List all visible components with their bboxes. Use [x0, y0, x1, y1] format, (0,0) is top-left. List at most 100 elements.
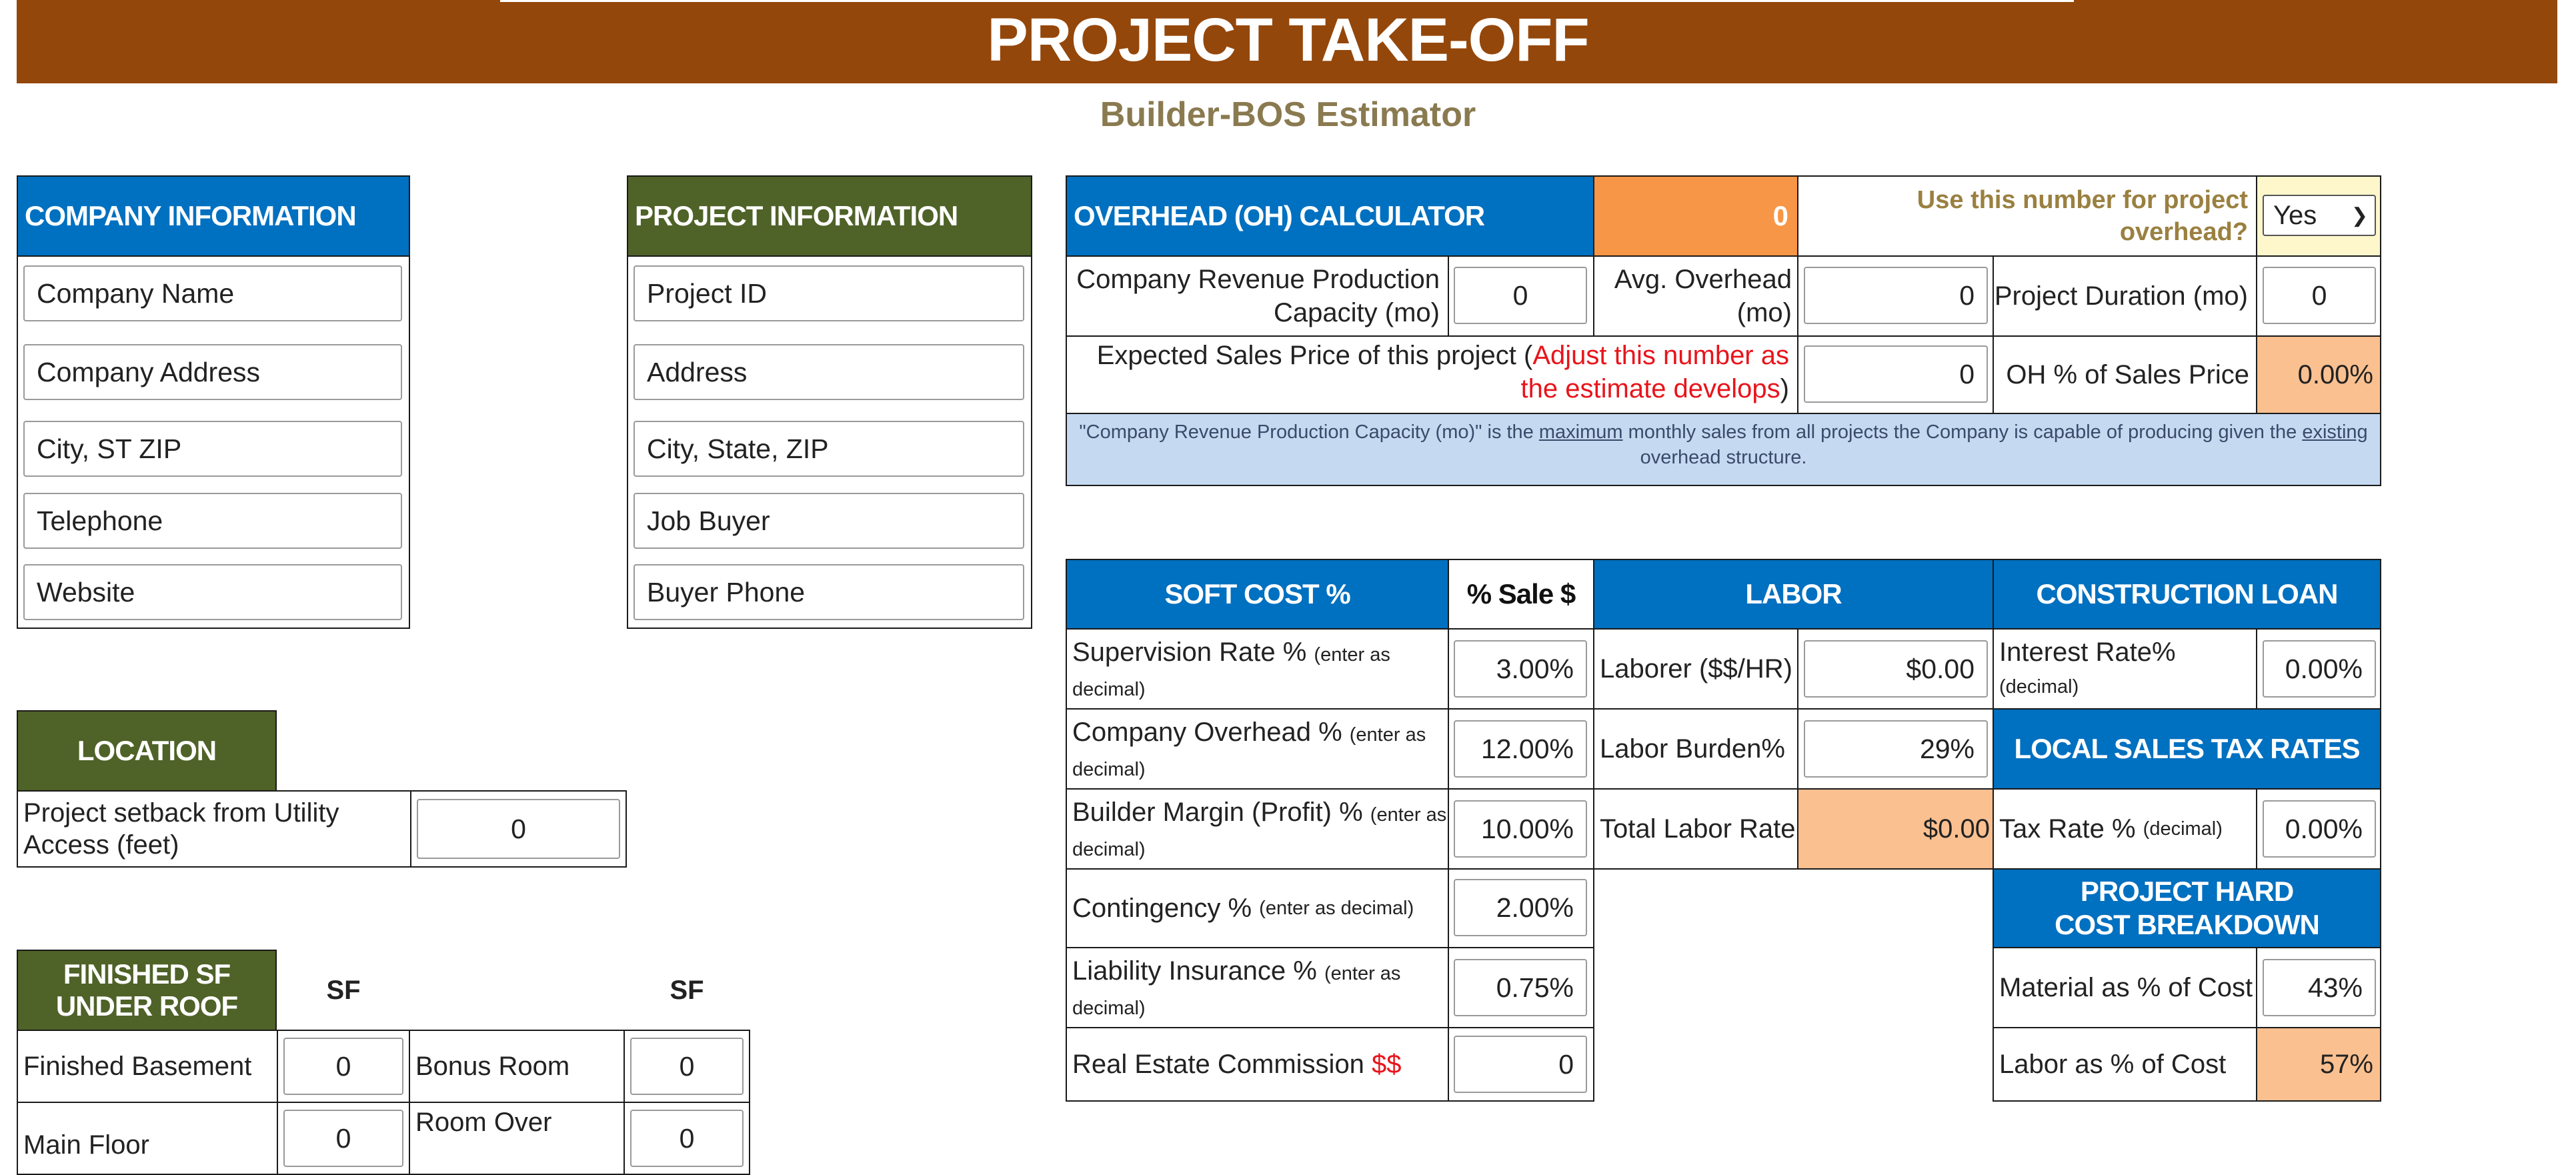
material-pct-input[interactable]: 43% — [2263, 959, 2376, 1016]
hard-cost-header: PROJECT HARD COST BREAKDOWN — [1993, 868, 2381, 948]
oh-percent-label: OH % of Sales Price — [1993, 335, 2257, 414]
local-sales-tax-header: LOCAL SALES TAX RATES — [1993, 708, 2381, 790]
overhead-total: 0 — [1593, 175, 1798, 257]
sale-pct-header: % Sale $ — [1448, 559, 1594, 630]
chevron-down-icon: ❯ — [2351, 204, 2368, 227]
labor-burden-input[interactable]: 29% — [1804, 720, 1988, 778]
company-website-field[interactable]: Website — [23, 564, 402, 620]
supervision-rate-text: Supervision Rate % — [1072, 638, 1314, 667]
location-header: LOCATION — [17, 710, 277, 792]
oh-percent-value: 0.00% — [2256, 335, 2381, 414]
labor-pct-value: 57% — [2256, 1027, 2381, 1102]
builder-margin-label: Builder Margin (Profit) % (enter as deci… — [1066, 788, 1449, 870]
labor-title: LABOR — [1745, 578, 1842, 610]
sales-price-note: Adjust this number as the estimate devel… — [1520, 341, 1789, 403]
company-address-field[interactable]: Company Address — [23, 344, 402, 400]
real-estate-commission-label: Real Estate Commission $$ — [1066, 1027, 1449, 1102]
bonus-room-input[interactable]: 0 — [630, 1038, 744, 1095]
setback-label: Project setback from Utility Access (fee… — [17, 790, 411, 868]
project-info-header: PROJECT INFORMATION — [627, 175, 1032, 257]
note-existing: existing — [2302, 421, 2368, 443]
sale-pct-title: % Sale $ — [1466, 578, 1576, 610]
tax-rate-hint: (decimal) — [2143, 818, 2223, 840]
hard-cost-title: PROJECT HARD COST BREAKDOWN — [2055, 876, 2320, 940]
finished-basement-label: Finished Basement — [17, 1030, 278, 1103]
location-title: LOCATION — [77, 735, 217, 766]
builder-margin-hint: (enter as decimal) — [1072, 804, 1447, 860]
note-text-1: "Company Revenue Production Capacity (mo… — [1079, 421, 1539, 443]
note-text-3: overhead structure. — [1640, 447, 1807, 468]
use-overhead-value: Yes — [2273, 200, 2317, 230]
finished-sf-title: FINISHED SF UNDER ROOF — [55, 958, 238, 1022]
overhead-total-value: 0 — [1772, 200, 1788, 231]
company-name-field[interactable]: Company Name — [23, 265, 402, 321]
revenue-capacity-input[interactable]: 0 — [1454, 267, 1587, 324]
contingency-input[interactable]: 2.00% — [1454, 879, 1587, 936]
main-floor-input[interactable]: 0 — [283, 1110, 403, 1167]
total-labor-rate-value: $0.00 — [1797, 788, 1994, 870]
avg-overhead-input[interactable]: 0 — [1804, 267, 1988, 324]
sales-price-label-end: ) — [1780, 374, 1789, 403]
liability-insurance-hint: (enter as decimal) — [1072, 963, 1401, 1019]
buyer-phone-field[interactable]: Buyer Phone — [633, 564, 1024, 620]
project-city-field[interactable]: City, State, ZIP — [633, 421, 1024, 477]
project-duration-label: Project Duration (mo) — [1993, 255, 2257, 337]
banner-top-line — [500, 0, 2074, 2]
use-overhead-label: Use this number for project overhead? — [1797, 175, 2257, 257]
laborer-rate-input[interactable]: $0.00 — [1804, 640, 1988, 698]
supervision-rate-hint: (enter as decimal) — [1072, 644, 1390, 700]
tax-rate-label: Tax Rate % (decimal) — [1993, 788, 2257, 870]
page-title: PROJECT TAKE-OFF — [987, 6, 1589, 74]
company-info-header: COMPANY INFORMATION — [17, 175, 410, 257]
sales-price-input[interactable]: 0 — [1804, 345, 1988, 403]
company-info-title: COMPANY INFORMATION — [25, 200, 357, 231]
job-buyer-field[interactable]: Job Buyer — [633, 493, 1024, 549]
real-estate-commission-hint: $$ — [1372, 1050, 1402, 1079]
finished-basement-input[interactable]: 0 — [283, 1038, 403, 1095]
overhead-note: "Company Revenue Production Capacity (mo… — [1066, 413, 2381, 486]
laborer-rate-label: Laborer ($$/HR) — [1593, 628, 1798, 710]
avg-overhead-label: Avg. Overhead (mo) — [1593, 255, 1798, 337]
interest-rate-input[interactable]: 0.00% — [2263, 640, 2376, 698]
interest-rate-text: Interest Rate% — [1999, 638, 2176, 667]
soft-cost-header: SOFT COST % — [1066, 559, 1449, 630]
material-pct-label: Material as % of Cost — [1993, 947, 2257, 1028]
project-id-field[interactable]: Project ID — [633, 265, 1024, 321]
contingency-label: Contingency % (enter as decimal) — [1066, 868, 1449, 948]
use-overhead-select[interactable]: Yes ❯ — [2263, 195, 2376, 236]
main-floor-label: Main Floor — [17, 1102, 278, 1175]
project-address-field[interactable]: Address — [633, 344, 1024, 400]
real-estate-commission-input[interactable]: 0 — [1454, 1036, 1587, 1093]
real-estate-commission-text: Real Estate Commission — [1072, 1050, 1372, 1079]
note-text-2: monthly sales from all projects the Comp… — [1622, 421, 2303, 443]
supervision-rate-label: Supervision Rate % (enter as decimal) — [1066, 628, 1449, 710]
setback-input[interactable]: 0 — [417, 799, 620, 859]
company-overhead-input[interactable]: 12.00% — [1454, 720, 1587, 778]
project-info-title: PROJECT INFORMATION — [635, 200, 958, 231]
overhead-calculator-title: OVERHEAD (OH) CALCULATOR — [1074, 200, 1485, 231]
company-overhead-text: Company Overhead % — [1072, 718, 1350, 747]
room-over-input[interactable]: 0 — [630, 1110, 744, 1167]
builder-margin-input[interactable]: 10.00% — [1454, 800, 1587, 858]
total-labor-rate-label: Total Labor Rate — [1593, 788, 1798, 870]
company-telephone-field[interactable]: Telephone — [23, 493, 402, 549]
tax-rate-input[interactable]: 0.00% — [2263, 800, 2376, 858]
sales-price-label: Expected Sales Price of this project (Ad… — [1067, 339, 1796, 411]
overhead-calculator-header: OVERHEAD (OH) CALCULATOR — [1066, 175, 1594, 257]
project-duration-input[interactable]: 0 — [2263, 267, 2376, 324]
company-city-field[interactable]: City, ST ZIP — [23, 421, 402, 477]
contingency-text: Contingency % — [1072, 894, 1260, 923]
labor-burden-label: Labor Burden% — [1593, 708, 1798, 790]
supervision-rate-input[interactable]: 3.00% — [1454, 640, 1587, 698]
sales-price-row — [1066, 335, 1798, 414]
company-overhead-label: Company Overhead % (enter as decimal) — [1066, 708, 1449, 790]
construction-loan-title: CONSTRUCTION LOAN — [2036, 578, 2339, 610]
labor-pct-label: Labor as % of Cost — [1993, 1027, 2257, 1102]
liability-insurance-text: Liability Insurance % — [1072, 956, 1324, 986]
sf-column-header-2: SF — [670, 976, 704, 1005]
construction-loan-header: CONSTRUCTION LOAN — [1993, 559, 2381, 630]
liability-insurance-input[interactable]: 0.75% — [1454, 959, 1587, 1016]
company-overhead-hint: (enter as decimal) — [1072, 724, 1426, 780]
labor-header: LABOR — [1593, 559, 1994, 630]
title-banner — [17, 0, 2557, 83]
